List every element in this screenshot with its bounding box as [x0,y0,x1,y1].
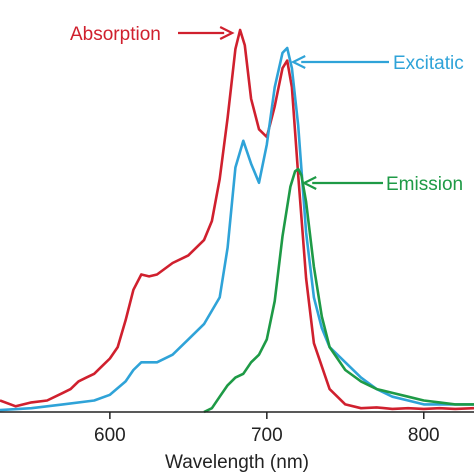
x-tick-label: 600 [94,425,126,446]
annotation-excitation-label: Excitatic [393,53,464,74]
series-line-emission [203,167,474,414]
annotation-excitation-arrowhead [290,55,306,69]
series-line-absorption [0,28,474,411]
annotation-emission-label: Emission [386,174,463,195]
annotation-absorption-label: Absorption [70,24,161,45]
x-tick-label: 800 [408,425,440,446]
x-tick-label: 700 [251,425,283,446]
x-axis-title: Wavelength (nm) [165,452,309,473]
annotation-layer: Absorption Excitatic Emission [70,24,464,195]
annotation-emission-arrowhead [301,176,317,190]
x-axis-ticks: 600 700 800 [94,412,440,446]
series-layer [0,28,474,414]
annotation-absorption-arrowhead [219,26,235,40]
series-line-excitation [0,46,474,412]
